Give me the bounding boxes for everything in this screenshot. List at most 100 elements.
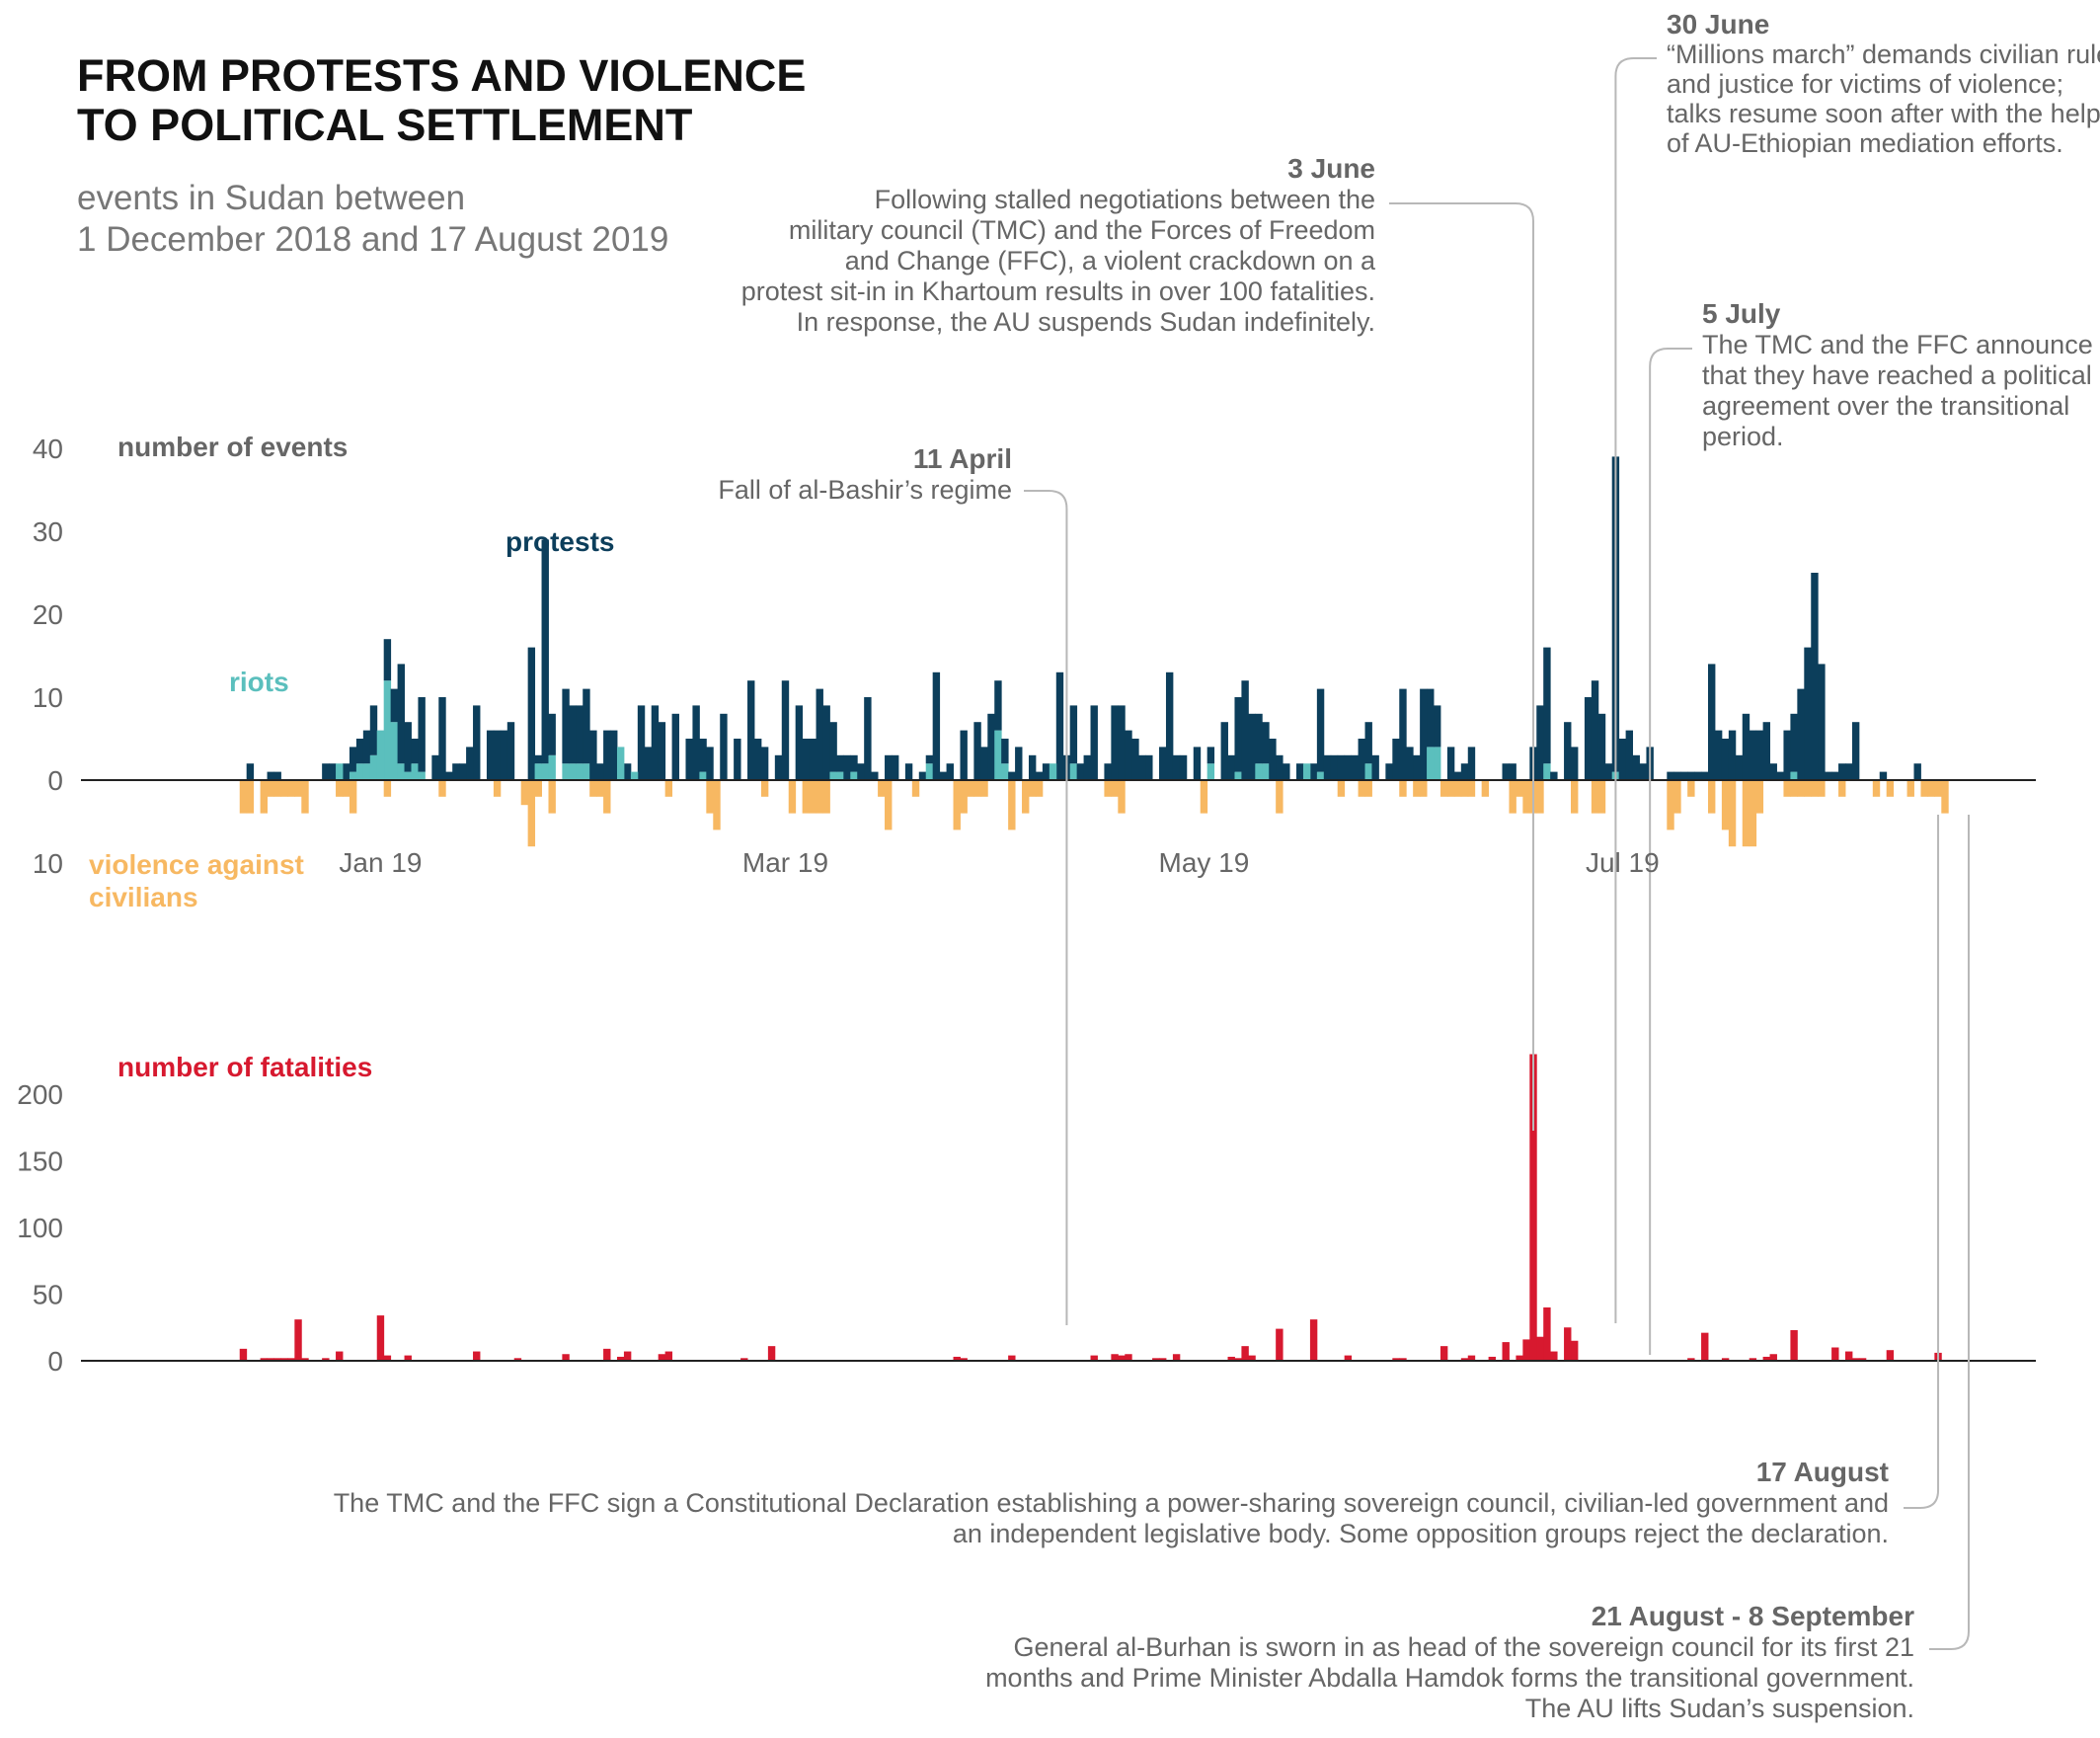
annotation-text: In response, the AU suspends Sudan indef… (797, 307, 1375, 337)
protests-bar (1138, 754, 1146, 780)
violence-bar (1118, 780, 1126, 814)
protests-bar (932, 672, 941, 780)
violence-bar (267, 780, 274, 797)
fatalities-bar (1399, 1358, 1407, 1361)
fatalities-bar (336, 1351, 344, 1361)
protests-bar (1639, 763, 1647, 780)
fatalities-bar (260, 1358, 268, 1361)
fatalities-bar (1769, 1354, 1777, 1361)
x-tick: May 19 (1159, 847, 1250, 878)
fatalities-bar (1118, 1355, 1126, 1361)
violence-bar (885, 780, 893, 830)
annotation-text: that they have reached a political (1702, 360, 2092, 390)
protests-bar (1571, 747, 1579, 780)
protests-bar (1845, 763, 1853, 780)
fatalities-bar (1762, 1356, 1771, 1361)
violence-bar (1721, 780, 1730, 830)
protests-bar (1131, 739, 1139, 780)
fatalities-bar (1687, 1358, 1695, 1361)
violence-bar (301, 780, 309, 814)
fatalities-y-tick: 150 (17, 1146, 63, 1177)
annotation-text: agreement over the transitional (1702, 391, 2069, 421)
protests-bar (596, 763, 604, 780)
fatalities-bar (1439, 1346, 1448, 1361)
fatalities-bar (1159, 1358, 1167, 1361)
annotation-text: period. (1702, 422, 1784, 451)
riots-bar (404, 771, 412, 780)
annotation-leader-line (1389, 202, 1535, 1131)
protests-bar (438, 697, 446, 780)
protests-bar (871, 771, 879, 780)
violence-bar (1522, 780, 1530, 814)
fatalities-bar (953, 1356, 961, 1361)
riots-bar (616, 747, 625, 780)
protests-bar (918, 771, 927, 780)
protests-bar (904, 763, 913, 780)
protests-bar (994, 680, 1002, 731)
fatalities-bar (1234, 1358, 1242, 1361)
annotation-date: 17 August (1756, 1457, 1889, 1487)
protests-bar (1104, 763, 1112, 780)
violence-bar (1104, 780, 1112, 797)
riots-bar (583, 763, 590, 780)
fatalities-bar (1467, 1355, 1476, 1361)
fatalities-bar (1241, 1346, 1249, 1361)
violence-bar (493, 780, 502, 797)
events-axis-label: number of events (117, 432, 348, 462)
annotation-text: military council (TMC) and the Forces of… (789, 215, 1375, 245)
violence-bar (349, 780, 357, 814)
events-bars (81, 456, 2036, 847)
fatalities-bar (1460, 1358, 1469, 1361)
violence-bar (1358, 780, 1365, 797)
x-tick: Mar 19 (742, 847, 828, 878)
protests-bar (267, 771, 274, 780)
protests-bar (987, 713, 995, 780)
protests-bar (534, 754, 542, 764)
fatalities-bar (1543, 1307, 1551, 1361)
violence-bar (706, 780, 714, 814)
protests-bar (864, 697, 872, 780)
violence-bar (1797, 780, 1805, 797)
violence-bar (713, 780, 721, 830)
riots-label: riots (229, 667, 289, 697)
protests-bar (1762, 722, 1771, 780)
protests-bar (1632, 754, 1640, 780)
riots-bar (376, 730, 385, 780)
violence-bar (1872, 780, 1881, 797)
fatalities-bar (1090, 1355, 1098, 1361)
events-y-tick: 10 (33, 682, 63, 713)
protests-bar (939, 771, 948, 780)
violence-bar (1460, 780, 1469, 797)
violence-bar (260, 780, 268, 814)
violence-bar (1783, 780, 1791, 797)
fatalities-bar (322, 1358, 330, 1361)
fatalities-bar (1571, 1340, 1579, 1361)
fatalities-bar (658, 1354, 666, 1361)
annotation-text: The AU lifts Sudan’s suspension. (1525, 1694, 1914, 1723)
protests-bar (829, 722, 837, 772)
protests-bar (973, 722, 981, 780)
riots-bar (576, 763, 583, 780)
protests-bar (486, 730, 495, 780)
protests-bar (1283, 763, 1290, 780)
protests-bar (1111, 705, 1119, 780)
protests-bar (500, 730, 508, 780)
chart-subtitle: 1 December 2018 and 17 August 2019 (77, 220, 668, 259)
protests-bar (329, 763, 337, 780)
protests-bar (1042, 763, 1050, 780)
protests-bar (1262, 722, 1270, 764)
violence-bar (1439, 780, 1448, 797)
fatalities-bar (562, 1354, 570, 1361)
protests-bar (1460, 763, 1469, 780)
riots-bar (994, 730, 1002, 780)
protests-bar (946, 763, 954, 780)
protests-bar (610, 730, 618, 780)
riots-bar (397, 763, 405, 780)
violence-bar (822, 780, 830, 814)
violence-bar (246, 780, 255, 814)
violence-bar (1591, 780, 1599, 814)
riots-bar (390, 722, 399, 780)
protests-bar (1206, 747, 1215, 764)
violence-bar (1453, 780, 1462, 797)
fatalities-bar (1831, 1347, 1839, 1361)
